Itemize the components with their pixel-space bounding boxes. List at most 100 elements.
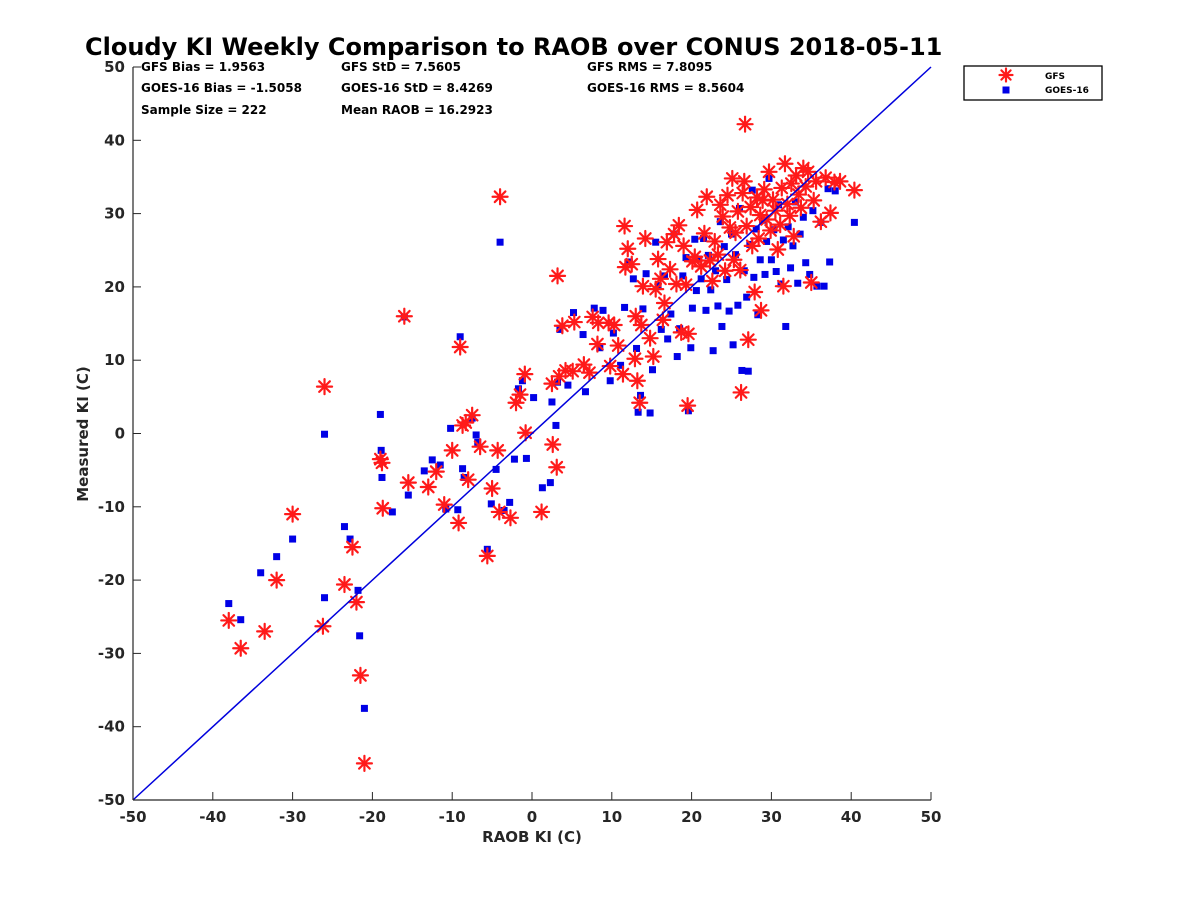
x-tick-label: 0 [527,808,537,826]
gfs-point [553,317,571,335]
gfs-point [821,204,840,222]
gfs-point [677,276,695,294]
gfs-point [695,224,713,242]
goes-16-point [657,325,665,333]
goes-16-point [388,508,396,516]
goes-16-point [692,287,700,295]
goes-16-point [646,409,654,417]
goes-16-point [850,218,858,226]
goes-16-point [518,377,526,385]
goes-16-point [695,255,703,263]
goes-16-point [796,230,804,238]
goes-16-point [554,378,562,386]
gfs-point [655,294,674,312]
gfs-point [232,639,250,657]
goes-16-point [802,259,810,267]
y-tick-label: -50 [98,791,125,809]
goes-16-point [794,279,802,287]
gfs-point [726,224,745,242]
gfs-point [774,277,792,295]
gfs-point [605,316,623,334]
goes-16-point [354,586,362,594]
goes-16-point [756,256,764,264]
goes-16-point [648,366,656,374]
goes-16-point [676,325,684,333]
gfs-point [752,301,770,319]
goes-16-point [454,506,462,514]
goes-16-point [564,381,572,389]
goes-16-point [340,523,348,531]
x-tick-label: 10 [601,808,622,826]
goes-16-point [691,235,699,243]
gfs-point [688,201,706,219]
gfs-point [718,186,737,204]
gfs-point [588,335,607,353]
gfs-point [347,593,366,611]
gfs-point [711,196,729,214]
x-tick-label: -20 [359,808,386,826]
goes-16-point [738,366,746,374]
goes-16-point [718,322,726,330]
gfs-point [776,155,794,173]
stat-text: Mean RAOB = 16.2923 [341,103,493,117]
gfs-point [463,406,481,424]
legend-goes-16-marker [1002,86,1010,94]
goes-16-point [522,454,530,462]
goes-16-point [642,270,650,278]
goes-16-point [360,704,368,712]
goes-16-point [420,467,428,475]
gfs-point [746,283,764,301]
goes-16-point [720,243,728,251]
gfs-point [395,307,413,325]
stat-text: GOES-16 StD = 8.4269 [341,81,493,95]
stat-text: GFS StD = 7.5605 [341,60,461,74]
gfs-point [511,386,529,404]
goes-16-point [702,306,710,314]
goes-16-point [581,388,589,396]
goes-16-point [716,218,724,226]
gfs-point [501,509,520,527]
gfs-point [220,611,238,630]
goes-16-point [826,258,834,266]
gfs-point [738,217,756,235]
gfs-point [692,257,710,275]
gfs-point [739,331,757,349]
gfs-point [609,336,627,355]
gfs-point [548,267,567,285]
goes-16-point [569,309,577,317]
x-tick-label: -10 [439,808,466,826]
goes-16-point [707,286,715,294]
gfs-point [703,272,721,290]
gfs-point [732,383,750,402]
goes-16-point [530,394,538,402]
goes-16-point [487,500,495,508]
goes-16-point [257,569,265,577]
gfs-point [374,499,392,517]
goes-16-point [376,410,384,418]
goes-16-point [456,333,464,341]
goes-16-point [404,491,412,499]
gfs-point [631,394,649,412]
goes-16-point [750,273,758,281]
goes-16-point [590,304,598,312]
y-tick-label: -30 [98,644,125,662]
gfs-point [580,364,599,382]
gfs-point [627,307,645,325]
goes-16-point [779,236,787,244]
gfs-point [754,191,772,210]
gfs-point [427,463,445,481]
gfs-point [760,163,778,181]
goes-16-point [752,225,760,233]
goes-16-point [667,310,675,318]
goes-16-point [729,341,737,349]
goes-16-point [709,347,717,355]
goes-16-point [763,237,771,245]
gfs-point [489,441,507,459]
goes-16-point [321,430,329,438]
y-tick-label: 50 [104,58,125,76]
goes-16-point [820,282,828,290]
gfs-point [769,240,787,259]
gfs-point [831,172,849,190]
legend: GFS GOES-16 [963,65,1103,101]
one-to-one-line [132,66,932,801]
